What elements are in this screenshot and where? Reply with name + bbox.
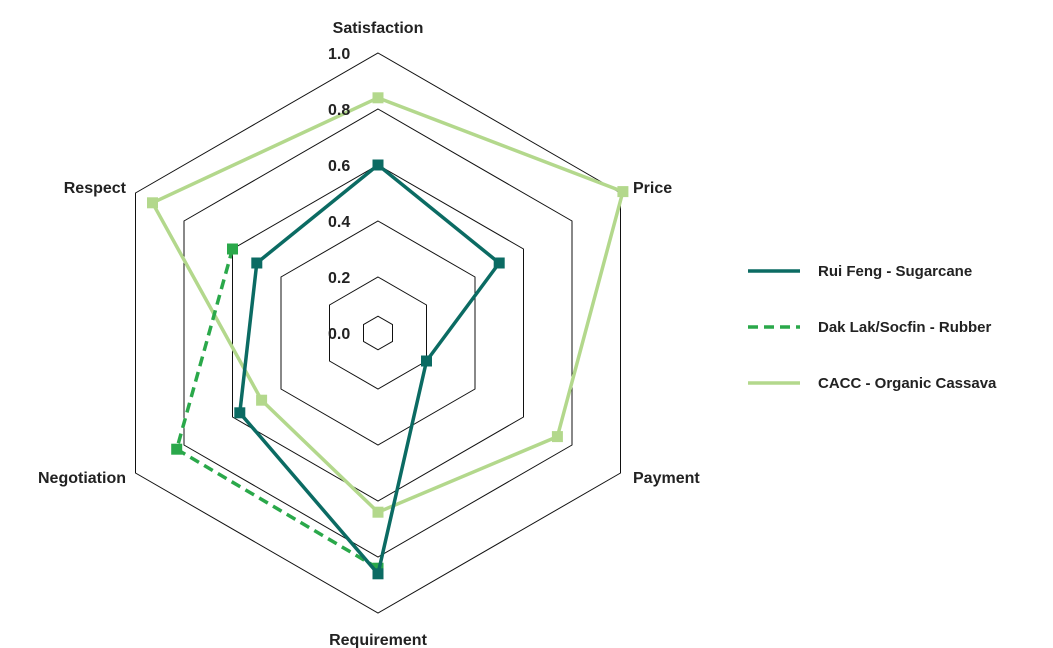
series-marker [147,197,158,209]
tick-label: 0.6 [328,158,350,175]
series-marker [372,568,384,580]
tick-label: 0.4 [328,214,350,231]
series-0 [234,159,505,580]
series-marker [617,186,629,198]
axis-label-satisfaction: Satisfaction [333,20,424,37]
axis-labels: Satisfaction Price Payment Requirement Negot… [38,20,700,648]
series-marker [256,394,268,406]
series-marker [227,243,238,255]
series-marker [493,257,505,269]
axis-label-requirement: Requirement [329,632,427,648]
series-marker [171,443,183,455]
series-marker [251,257,263,269]
legend-label: Dak Lak/Socfin - Rubber [818,319,992,336]
legend-label: CACC - Organic Cassava [818,375,997,392]
series-line [174,248,379,570]
series-marker [372,92,384,104]
grid-ring-4 [183,108,573,558]
grid-ring-1 [329,276,427,390]
legend: Rui Feng - Sugarcane Dak Lak/Socfin - Rub… [748,263,997,392]
grid-ring-3 [232,164,524,502]
axis-label-payment: Payment [633,470,700,487]
series-line [150,96,625,514]
grid-ring-0 [363,315,393,351]
axis-label-respect: Respect [64,180,127,197]
series-marker [421,355,432,367]
grid-ring-2 [280,220,476,446]
tick-label: 0.0 [328,326,350,343]
series-marker [372,506,384,518]
tick-label: 0.2 [328,270,350,287]
axis-label-negotiation: Negotiation [38,470,126,487]
legend-label: Rui Feng - Sugarcane [818,263,972,280]
series-marker [372,159,384,171]
series-layer [147,92,629,580]
tick-label: 0.8 [328,102,350,119]
tick-label: 1.0 [328,46,350,63]
tick-labels: 0.0 0.2 0.4 0.6 0.8 1.0 [328,46,350,343]
axis-label-price: Price [633,180,672,197]
series-2 [147,92,629,518]
series-marker [234,407,246,419]
series-marker [551,431,563,443]
